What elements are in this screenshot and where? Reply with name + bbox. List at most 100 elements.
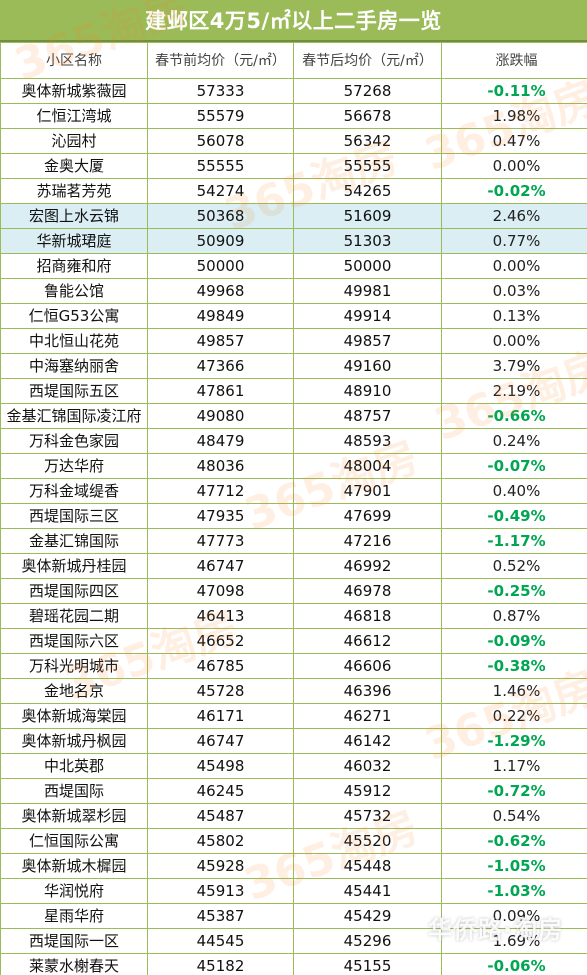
cell-pre-festival-price[interactable]: 50368 [147,203,294,229]
table-row[interactable]: 西堤国际四区 47098 46978 -0.25% [0,578,587,604]
table-row[interactable]: 中北英郡 45498 46032 1.17% [0,753,587,779]
cell-post-festival-price[interactable]: 46271 [293,703,442,729]
cell-community-name[interactable]: 宏图上水云锦 [0,203,148,229]
cell-post-festival-price[interactable]: 51609 [293,203,442,229]
cell-change-rate[interactable]: 0.00% [441,328,587,354]
cell-pre-festival-price[interactable]: 50000 [147,253,294,279]
cell-post-festival-price[interactable]: 46978 [293,578,442,604]
cell-community-name[interactable]: 奥体新城翠杉园 [0,803,148,829]
cell-post-festival-price[interactable]: 46396 [293,678,442,704]
cell-community-name[interactable]: 碧瑶花园二期 [0,603,148,629]
cell-change-rate[interactable]: 0.87% [441,603,587,629]
table-row[interactable]: 奥体新城丹枫园 46747 46142 -1.29% [0,728,587,754]
table-row[interactable]: 金地名京 45728 46396 1.46% [0,678,587,704]
cell-post-festival-price[interactable]: 54265 [293,178,442,204]
cell-community-name[interactable]: 仁恒国际公寓 [0,828,148,854]
cell-change-rate[interactable]: 2.19% [441,378,587,404]
table-row[interactable]: 金基汇锦国际 47773 47216 -1.17% [0,528,587,554]
cell-post-festival-price[interactable]: 55555 [293,153,442,179]
cell-post-festival-price[interactable]: 49914 [293,303,442,329]
cell-post-festival-price[interactable]: 49981 [293,278,442,304]
cell-change-rate[interactable]: 2.46% [441,203,587,229]
cell-change-rate[interactable]: -0.07% [441,453,587,479]
cell-change-rate[interactable]: -0.25% [441,578,587,604]
table-row[interactable]: 宏图上水云锦 50368 51609 2.46% [0,203,587,229]
cell-community-name[interactable]: 中北英郡 [0,753,148,779]
cell-post-festival-price[interactable]: 48757 [293,403,442,429]
cell-change-rate[interactable]: -1.05% [441,853,587,879]
cell-post-festival-price[interactable]: 48004 [293,453,442,479]
cell-post-festival-price[interactable]: 56678 [293,103,442,129]
cell-pre-festival-price[interactable]: 45728 [147,678,294,704]
table-row[interactable]: 奥体新城木樨园 45928 45448 -1.05% [0,853,587,879]
cell-change-rate[interactable]: -0.62% [441,828,587,854]
cell-community-name[interactable]: 中海塞纳丽舍 [0,353,148,379]
cell-pre-festival-price[interactable]: 55555 [147,153,294,179]
cell-pre-festival-price[interactable]: 50909 [147,228,294,254]
cell-post-festival-price[interactable]: 49160 [293,353,442,379]
cell-pre-festival-price[interactable]: 46652 [147,628,294,654]
cell-pre-festival-price[interactable]: 57333 [147,78,294,104]
cell-pre-festival-price[interactable]: 45802 [147,828,294,854]
header-community-name[interactable]: 小区名称 [0,42,148,79]
table-row[interactable]: 仁恒国际公寓 45802 45520 -0.62% [0,828,587,854]
cell-post-festival-price[interactable]: 46606 [293,653,442,679]
cell-pre-festival-price[interactable]: 47366 [147,353,294,379]
cell-community-name[interactable]: 奥体新城丹桂园 [0,553,148,579]
cell-pre-festival-price[interactable]: 47773 [147,528,294,554]
cell-community-name[interactable]: 招商雍和府 [0,253,148,279]
cell-change-rate[interactable]: 1.46% [441,678,587,704]
cell-pre-festival-price[interactable]: 47861 [147,378,294,404]
cell-pre-festival-price[interactable]: 48479 [147,428,294,454]
cell-pre-festival-price[interactable]: 47935 [147,503,294,529]
cell-post-festival-price[interactable]: 47699 [293,503,442,529]
cell-change-rate[interactable]: 1.98% [441,103,587,129]
table-row[interactable]: 华新城珺庭 50909 51303 0.77% [0,228,587,254]
table-row[interactable]: 金奥大厦 55555 55555 0.00% [0,153,587,179]
cell-community-name[interactable]: 莱蒙水榭春天 [0,953,148,975]
cell-change-rate[interactable]: -0.49% [441,503,587,529]
cell-post-festival-price[interactable]: 50000 [293,253,442,279]
cell-change-rate[interactable]: -0.09% [441,628,587,654]
table-row[interactable]: 奥体新城翠杉园 45487 45732 0.54% [0,803,587,829]
table-row[interactable]: 华润悦府 45913 45441 -1.03% [0,878,587,904]
cell-change-rate[interactable]: 0.52% [441,553,587,579]
cell-change-rate[interactable]: 0.00% [441,253,587,279]
table-row[interactable]: 苏瑞茗芳苑 54274 54265 -0.02% [0,178,587,204]
cell-pre-festival-price[interactable]: 45498 [147,753,294,779]
cell-community-name[interactable]: 仁恒G53公寓 [0,303,148,329]
table-row[interactable]: 招商雍和府 50000 50000 0.00% [0,253,587,279]
cell-post-festival-price[interactable]: 45429 [293,903,442,929]
table-row[interactable]: 奥体新城丹桂园 46747 46992 0.52% [0,553,587,579]
cell-change-rate[interactable]: 3.79% [441,353,587,379]
table-row[interactable]: 西堤国际一区 44545 45296 1.69% [0,928,587,954]
cell-change-rate[interactable]: -0.72% [441,778,587,804]
table-row[interactable]: 中海塞纳丽舍 47366 49160 3.79% [0,353,587,379]
table-row[interactable]: 仁恒G53公寓 49849 49914 0.13% [0,303,587,329]
cell-post-festival-price[interactable]: 47901 [293,478,442,504]
cell-community-name[interactable]: 金奥大厦 [0,153,148,179]
cell-post-festival-price[interactable]: 45520 [293,828,442,854]
cell-community-name[interactable]: 金基汇锦国际 [0,528,148,554]
table-row[interactable]: 中北恒山花苑 49857 49857 0.00% [0,328,587,354]
cell-change-rate[interactable]: 1.17% [441,753,587,779]
cell-change-rate[interactable]: -0.02% [441,178,587,204]
cell-post-festival-price[interactable]: 48910 [293,378,442,404]
cell-community-name[interactable]: 奥体新城紫薇园 [0,78,148,104]
cell-pre-festival-price[interactable]: 55579 [147,103,294,129]
cell-community-name[interactable]: 鲁能公馆 [0,278,148,304]
cell-pre-festival-price[interactable]: 47712 [147,478,294,504]
cell-pre-festival-price[interactable]: 49857 [147,328,294,354]
cell-change-rate[interactable]: -0.11% [441,78,587,104]
cell-pre-festival-price[interactable]: 46747 [147,553,294,579]
cell-community-name[interactable]: 西堤国际一区 [0,928,148,954]
cell-change-rate[interactable]: 0.40% [441,478,587,504]
table-row[interactable]: 沁园村 56078 56342 0.47% [0,128,587,154]
cell-change-rate[interactable]: -0.38% [441,653,587,679]
table-row[interactable]: 西堤国际六区 46652 46612 -0.09% [0,628,587,654]
cell-pre-festival-price[interactable]: 46171 [147,703,294,729]
cell-post-festival-price[interactable]: 47216 [293,528,442,554]
cell-community-name[interactable]: 中北恒山花苑 [0,328,148,354]
cell-community-name[interactable]: 仁恒江湾城 [0,103,148,129]
cell-community-name[interactable]: 西堤国际三区 [0,503,148,529]
